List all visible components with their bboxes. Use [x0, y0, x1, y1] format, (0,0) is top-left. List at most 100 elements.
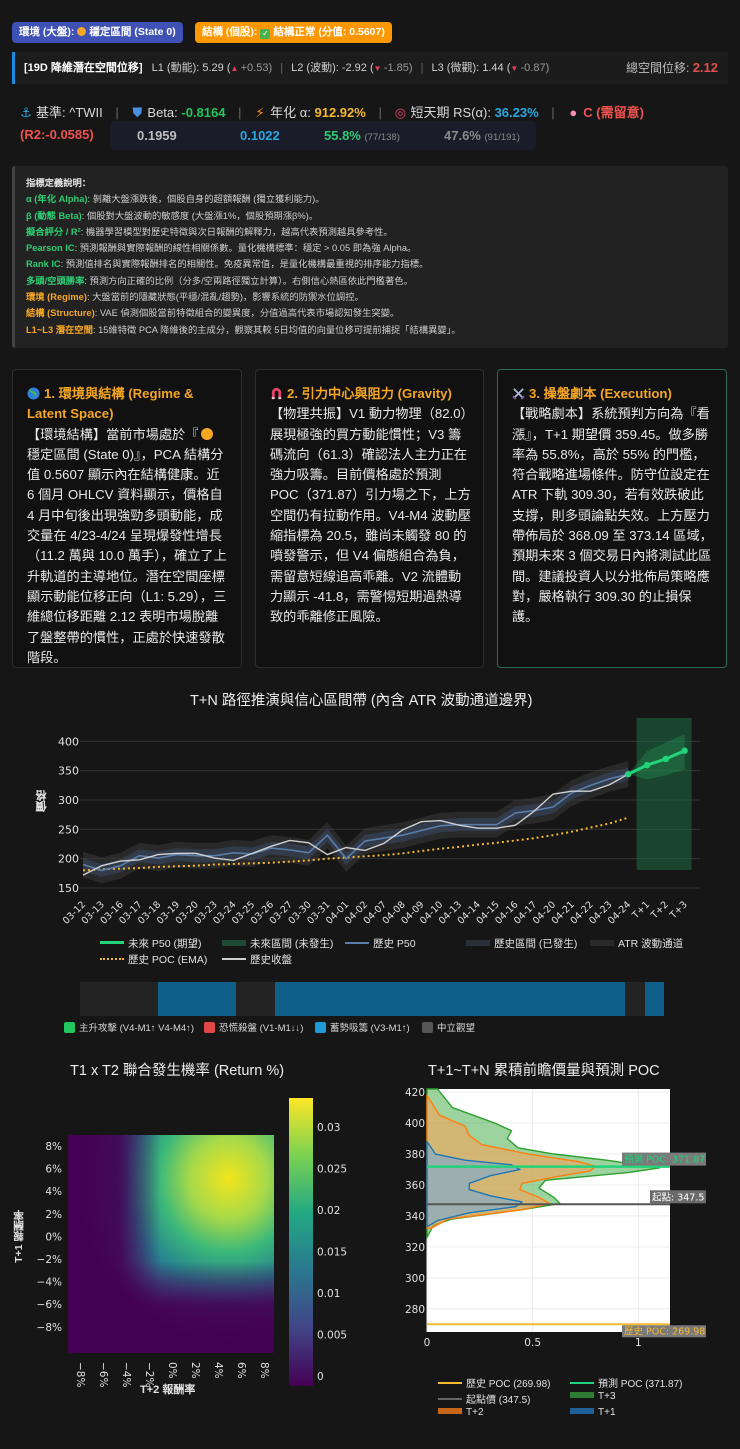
- vp-legend-t2[interactable]: T+2: [438, 1407, 484, 1418]
- y-tick: 320: [405, 1242, 425, 1254]
- def-item: 結構 (Structure): VAE 偵測個股當前特徵組合的變異度，分值過高代…: [26, 305, 728, 321]
- heatmap-y-tick: 4%: [45, 1186, 62, 1198]
- anchor-icon: ⚓: [20, 105, 32, 120]
- total-displacement-label: 總空間位移:: [626, 61, 690, 75]
- latent-title: [19D 降維潛在空間位移]: [24, 62, 143, 74]
- legend-swatch: [438, 1398, 462, 1400]
- y-tick: 300: [58, 794, 79, 807]
- legend-hist-band[interactable]: 歷史區間 (已發生): [466, 936, 577, 951]
- vp-legend-start[interactable]: 起點價 (347.5): [438, 1391, 530, 1406]
- heatmap-y-tick: 2%: [45, 1209, 62, 1221]
- def-item: 擬合評分 / R²: 機器學習模型對歷史特徵與次日報酬的解釋力，越高代表預測越具…: [26, 224, 728, 240]
- def-term: α (年化 Alpha): [26, 194, 88, 205]
- legend-label: 預測 POC (371.87): [598, 1379, 683, 1390]
- def-term: 多頭/空頭勝率: [26, 275, 85, 286]
- y-tick: 420: [405, 1087, 425, 1099]
- x-tick: 0.5: [524, 1337, 541, 1349]
- def-item: α (年化 Alpha): 剝離大盤漲跌後，個股自身的超額報酬 (獨立獲利能力)…: [26, 191, 728, 207]
- predicted-poc-label-bg: [622, 1152, 706, 1166]
- vp-legend-t1[interactable]: T+1: [570, 1407, 616, 1418]
- legend-swatch: [590, 940, 614, 946]
- legend-swatch: [438, 1408, 462, 1414]
- atr-channel: [83, 761, 629, 884]
- legend-swatch: [570, 1382, 594, 1384]
- definitions-title: 指標定義說明：: [26, 178, 92, 188]
- l1-delta: +0.53): [240, 62, 273, 74]
- def-term: 結構 (Structure): [26, 308, 95, 319]
- legend-label: 未來 P50 (期望): [128, 938, 202, 950]
- legend-future-band[interactable]: 未來區間 (未發生): [222, 936, 333, 951]
- def-desc: : 預測報酬與實際報酬的線性相關係數。量化機構標準：穩定 > 0.05 即為強 …: [74, 243, 417, 254]
- crossed-swords-icon: [512, 388, 525, 400]
- legend-hist-poc[interactable]: 歷史 POC (EMA): [100, 952, 207, 967]
- vp-legend-t3[interactable]: T+3: [570, 1391, 616, 1402]
- alpha-label: 年化 α:: [270, 105, 311, 120]
- y-tick: 380: [405, 1149, 425, 1161]
- short-win-value: 47.6%: [444, 128, 481, 143]
- legend-atr[interactable]: ATR 波動通道: [590, 936, 683, 951]
- legend-swatch: [64, 1022, 75, 1033]
- colorbar: [289, 1098, 313, 1386]
- triangle-down-icon: ▼: [373, 64, 384, 73]
- joint-probability-heatmap[interactable]: 8% 6% 4% 2% 0% −2% −4% −6% −8% −8% −6% −4% −2% 0% 2% 4%…: [0, 1090, 380, 1410]
- def-desc: : 15維特徵 PCA 降維後的主成分，觀察其較 5日均值的向量位移可提前捕捉「…: [92, 324, 461, 335]
- l3-value: L3 (微觀): 1.44 (: [431, 62, 511, 74]
- heatmap-y-tick: −2%: [37, 1254, 62, 1266]
- y-tick: 250: [58, 823, 79, 836]
- colorbar-tick: 0.03: [317, 1122, 340, 1134]
- regime-segment-accumulate: [644, 982, 664, 1016]
- def-desc: : 預測值排名與實際報酬排名的相關性。免疫異常值，是量化機構最重視的排序能力指標…: [60, 259, 429, 270]
- hist-poc-label: 歷史 POC: 269.98: [624, 1325, 705, 1337]
- card-gravity: 2. 引力中心與阻力 (Gravity) 【物理共振】V1 動力物理（82.0）…: [255, 369, 484, 668]
- definitions-panel: 指標定義說明： α (年化 Alpha): 剝離大盤漲跌後，個股自身的超額報酬 …: [12, 166, 728, 348]
- shield-icon: ⛊: [132, 105, 143, 120]
- def-term: Pearson IC: [26, 243, 75, 254]
- stats-row: ⚓ 基準: ^TWII | ⛊ Beta: -0.8164 | ⚡ 年化 α: 912…: [20, 102, 644, 121]
- total-displacement-value: 2.12: [692, 60, 718, 75]
- x-tick: T+1: [630, 899, 652, 921]
- main-chart[interactable]: 15020025030035040003-1203-1303-1603-1703…: [0, 700, 740, 970]
- heatmap-shade: [68, 1135, 274, 1353]
- benchmark: 基準: ^TWII: [36, 105, 103, 120]
- legend-label: 中立觀望: [437, 1023, 476, 1034]
- structure-badge: 結構 (個股): ✓ 結構正常 (分值: 0.5607): [195, 22, 392, 43]
- colorbar-tick: 0.005: [317, 1330, 347, 1342]
- legend-label: 恐慌殺盤 (V1-M1↓↓): [219, 1023, 304, 1034]
- legend-hist-p50[interactable]: 歷史 P50: [345, 936, 416, 951]
- l2-delta: -1.85): [383, 62, 413, 74]
- rs-label: 短天期 RS(α):: [410, 105, 491, 120]
- def-desc: : 預測方向正確的比例（分多/空兩路徑獨立計算）。右側信心熱區依此門檻著色。: [84, 275, 413, 286]
- legend-future-p50[interactable]: 未來 P50 (期望): [100, 936, 202, 951]
- heatmap-y-tick: −8%: [37, 1322, 62, 1334]
- vp-legend-pred-poc[interactable]: 預測 POC (371.87): [570, 1375, 682, 1390]
- x-tick: T+2: [648, 899, 670, 921]
- vp-legend-hist-poc[interactable]: 歷史 POC (269.98): [438, 1375, 550, 1390]
- sun-icon: [201, 427, 214, 440]
- divider: |: [280, 62, 284, 74]
- hist-poc-line: [82, 816, 629, 872]
- divider: |: [551, 105, 555, 120]
- legend-swatch: [438, 1382, 462, 1384]
- def-item: 環境 (Regime): 大盤當前的隱藏狀態(平穩/混亂/趨勢)，影響系統的防禦…: [26, 289, 728, 305]
- forward-volume-profile-chart[interactable]: 280 300 320 340 360 380 400 420 0 0.5 1 預測 POC: 371…: [390, 1085, 740, 1355]
- globe-icon: [27, 387, 40, 400]
- card-body: 【戰略劇本】系統預判方向為『看漲』，T+1 期望價 359.45。做多勝率為 5…: [512, 406, 713, 625]
- heatmap-x-tick: 6%: [235, 1362, 247, 1379]
- legend-label: T+1: [598, 1407, 616, 1418]
- heatmap-y-tick: −4%: [37, 1277, 62, 1289]
- latent-displacement-bar: [19D 降維潛在空間位移] L1 (動能): 5.29 (▲ +0.53) |…: [12, 52, 728, 84]
- heatmap-x-tick: 2%: [189, 1362, 201, 1379]
- def-item: Rank IC: 預測值排名與實際報酬排名的相關性。免疫異常值，是量化機構最重視…: [26, 256, 728, 272]
- short-win-detail: (91/191): [484, 132, 520, 143]
- colorbar-tick: 0.025: [317, 1164, 347, 1176]
- legend-hist-close[interactable]: 歷史收盤: [222, 952, 292, 967]
- legend-label: 主升攻擊 (V4-M1↑ V4-M4↑): [79, 1023, 195, 1034]
- heatmap-x-label: T+2 報酬率: [140, 1384, 196, 1396]
- future-point: [662, 755, 669, 763]
- y-axis-label: 價格: [36, 790, 48, 812]
- legend-swatch: [466, 940, 490, 946]
- divider: |: [238, 105, 242, 120]
- legend-swatch: [315, 1022, 326, 1033]
- legend-swatch: [222, 958, 246, 960]
- legend-swatch: [222, 940, 246, 946]
